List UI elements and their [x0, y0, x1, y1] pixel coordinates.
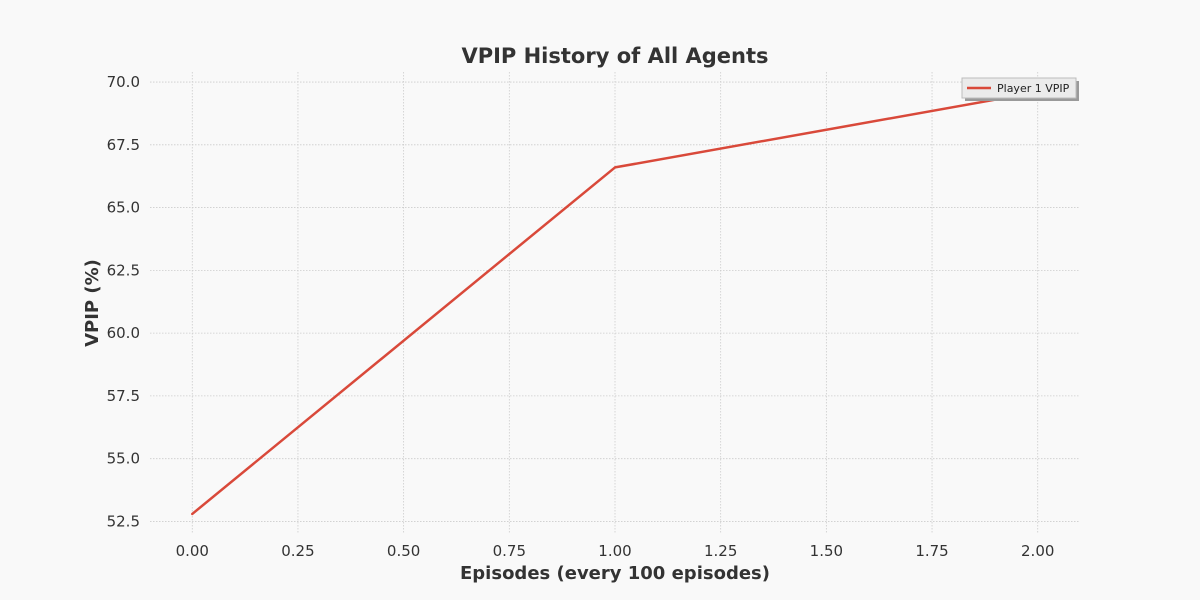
y-tick-label: 52.5 [107, 512, 140, 530]
y-axis-title: VPIP (%) [82, 259, 103, 347]
y-tick-label: 57.5 [107, 387, 140, 405]
x-axis-title: Episodes (every 100 episodes) [460, 563, 770, 584]
x-tick-label: 0.25 [281, 542, 314, 560]
x-tick-label: 1.00 [598, 542, 631, 560]
legend: Player 1 VPIP [961, 77, 1079, 101]
y-tick-label: 65.0 [107, 199, 140, 217]
x-tick-label: 2.00 [1021, 542, 1054, 560]
x-axis-ticks: 0.00 0.25 0.50 0.75 1.00 1.25 1.50 1.75 2.00 [176, 542, 1055, 560]
x-tick-label: 1.75 [915, 542, 948, 560]
legend-box [961, 77, 1077, 99]
series-group [191, 90, 1039, 516]
x-tick-label: 0.50 [387, 542, 420, 560]
y-tick-label: 55.0 [107, 450, 140, 468]
chart-title: VPIP History of All Agents [461, 44, 768, 68]
y-tick-label: 60.0 [107, 324, 140, 342]
x-tick-label: 1.50 [810, 542, 843, 560]
x-tick-label: 0.75 [493, 542, 526, 560]
y-tick-label: 67.5 [107, 136, 140, 154]
grid [150, 72, 1080, 534]
legend-label: Player 1 VPIP [997, 82, 1070, 95]
series-line-player-1-vpip [191, 90, 1039, 516]
y-tick-label: 62.5 [107, 261, 140, 279]
x-tick-label: 1.25 [704, 542, 737, 560]
x-tick-label: 0.00 [176, 542, 209, 560]
y-axis-ticks: 52.5 55.0 57.5 60.0 62.5 65.0 67.5 70.0 [107, 73, 140, 530]
y-tick-label: 70.0 [107, 73, 140, 91]
